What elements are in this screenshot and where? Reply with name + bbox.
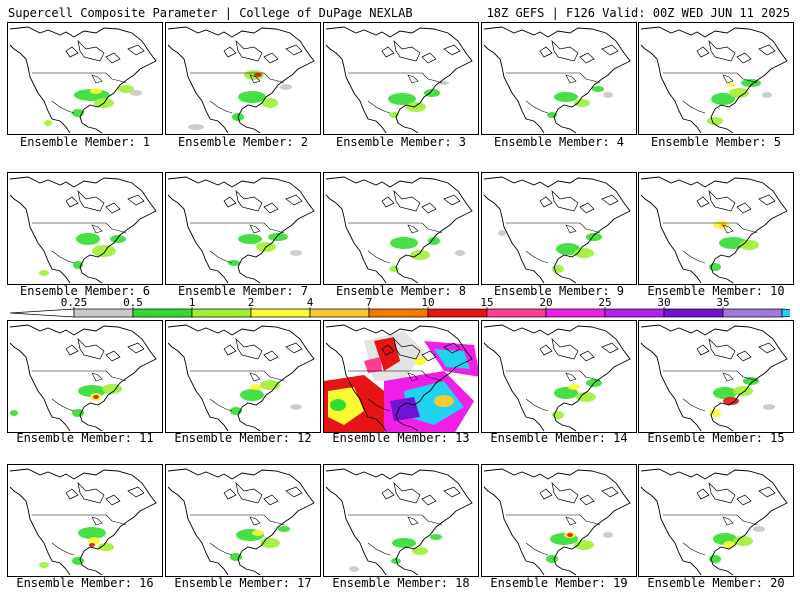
ensemble-member-label: Ensemble Member: 15	[647, 431, 785, 445]
ensemble-member-label: Ensemble Member: 14	[490, 431, 628, 445]
colorbar-tick-label: 2	[248, 297, 255, 309]
colorbar-segment	[722, 308, 783, 318]
ensemble-map-panel	[323, 22, 479, 135]
ensemble-member-label: Ensemble Member: 7	[177, 284, 309, 298]
colorbar-segment	[427, 308, 488, 318]
colorbar-segment	[486, 308, 547, 318]
ensemble-map-panel	[638, 320, 794, 433]
north-america-map	[9, 26, 157, 134]
ensemble-member-label: Ensemble Member: 12	[174, 431, 312, 445]
ensemble-map-panel	[7, 320, 163, 433]
ensemble-map-panel	[481, 22, 637, 135]
colorbar-tick-label: 20	[539, 297, 552, 309]
colorbar-tick-label: 7	[366, 297, 373, 309]
map-title: Supercell Composite Parameter | College …	[8, 6, 413, 20]
ensemble-member-label: Ensemble Member: 13	[332, 431, 470, 445]
ensemble-map-panel	[323, 464, 479, 577]
ensemble-member-label: Ensemble Member: 18	[332, 576, 470, 590]
ensemble-member-label: Ensemble Member: 10	[647, 284, 785, 298]
ensemble-member-label: Ensemble Member: 19	[490, 576, 628, 590]
ensemble-map-panel	[323, 320, 479, 433]
colorbar-segment	[132, 308, 193, 318]
colorbar-segment	[604, 308, 665, 318]
colorbar-tick-label: 10	[421, 297, 434, 309]
north-america-map	[640, 468, 788, 576]
ensemble-member-label: Ensemble Member: 3	[335, 135, 467, 149]
north-america-map	[325, 26, 473, 134]
north-america-map	[324, 321, 478, 432]
ensemble-member-label: Ensemble Member: 4	[493, 135, 625, 149]
colorbar-segment	[73, 308, 134, 318]
ensemble-map-panel	[7, 464, 163, 577]
colorbar-segment	[309, 308, 370, 318]
colorbar-tick-label: 30	[657, 297, 670, 309]
north-america-map	[640, 324, 788, 432]
ensemble-member-label: Ensemble Member: 5	[650, 135, 782, 149]
ensemble-member-label: Ensemble Member: 16	[16, 576, 154, 590]
colorbar-min-arrow	[10, 308, 75, 318]
north-america-map	[483, 468, 631, 576]
colorbar-tick-label: 15	[480, 297, 493, 309]
ensemble-member-label: Ensemble Member: 20	[647, 576, 785, 590]
ensemble-map-panel	[7, 172, 163, 285]
ensemble-map-panel	[165, 22, 321, 135]
north-america-map	[483, 324, 631, 432]
north-america-map	[167, 324, 315, 432]
ensemble-member-label: Ensemble Member: 9	[493, 284, 625, 298]
ensemble-map-panel	[7, 22, 163, 135]
colorbar-tick-label: 1	[189, 297, 196, 309]
colorbar-segment	[781, 308, 790, 318]
north-america-map	[9, 324, 157, 432]
ensemble-map-panel	[165, 172, 321, 285]
valid-time: 18Z GEFS | F126 Valid: 00Z WED JUN 11 20…	[486, 6, 790, 20]
ensemble-member-label: Ensemble Member: 1	[19, 135, 151, 149]
ensemble-map-panel	[638, 22, 794, 135]
colorbar-segment	[368, 308, 429, 318]
colorbar-tick-label: 35	[716, 297, 729, 309]
colorbar-tick-label: 4	[307, 297, 314, 309]
ensemble-map-panel	[481, 464, 637, 577]
north-america-map	[640, 26, 788, 134]
colorbar-tick-label: 0.5	[123, 297, 143, 309]
ensemble-map-panel	[165, 464, 321, 577]
colorbar-segment	[250, 308, 311, 318]
ensemble-map-panel	[323, 172, 479, 285]
colorbar-segment	[663, 308, 724, 318]
north-america-map	[9, 468, 157, 576]
ensemble-member-label: Ensemble Member: 11	[16, 431, 154, 445]
north-america-map	[9, 176, 157, 284]
north-america-map	[325, 176, 473, 284]
ensemble-member-label: Ensemble Member: 2	[177, 135, 309, 149]
ensemble-map-panel	[638, 464, 794, 577]
colorbar-tick-label: 25	[598, 297, 611, 309]
ensemble-map-panel	[481, 320, 637, 433]
ensemble-map-panel	[165, 320, 321, 433]
north-america-map	[167, 26, 315, 134]
colorbar-segment	[545, 308, 606, 318]
ensemble-member-label: Ensemble Member: 17	[174, 576, 312, 590]
north-america-map	[483, 26, 631, 134]
ensemble-member-label: Ensemble Member: 8	[335, 284, 467, 298]
colorbar-tick-label: 0.25	[61, 297, 88, 309]
north-america-map	[167, 468, 315, 576]
north-america-map	[483, 176, 631, 284]
colorbar-segment	[191, 308, 252, 318]
colorbar-legend: 0.25 0.5 1 2 4 7 10 15 20 25 30 35	[10, 297, 790, 318]
north-america-map	[325, 468, 473, 576]
north-america-map	[640, 176, 788, 284]
ensemble-map-panel	[481, 172, 637, 285]
ensemble-member-label: Ensemble Member: 6	[19, 284, 151, 298]
north-america-map	[167, 176, 315, 284]
ensemble-map-panel	[638, 172, 794, 285]
